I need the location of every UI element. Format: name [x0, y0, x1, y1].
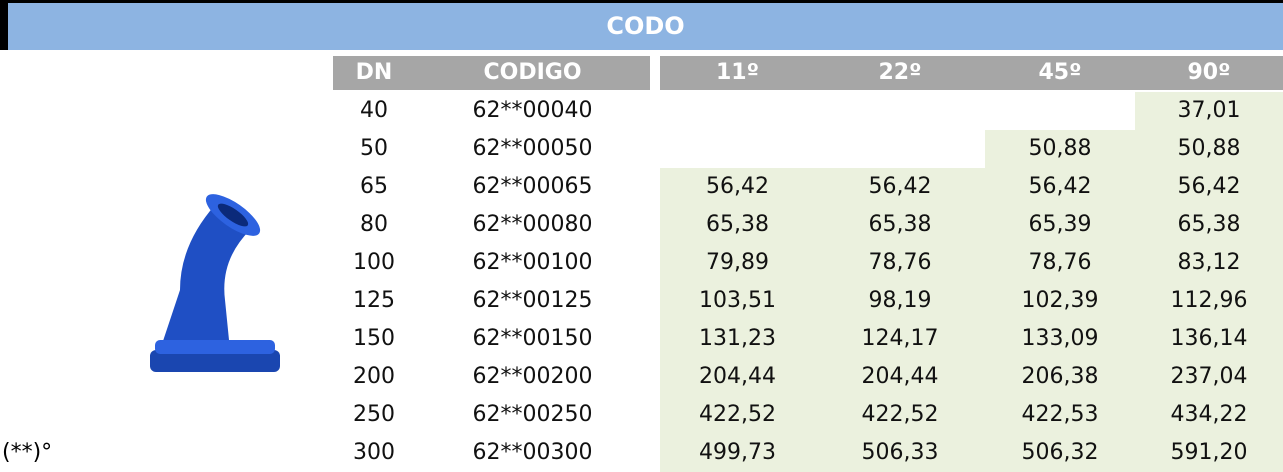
price-cell: 422,52: [660, 396, 815, 434]
column-header: DN: [333, 56, 415, 90]
price-cell: 83,12: [1135, 244, 1283, 282]
price-cell: 65,38: [815, 206, 985, 244]
price-cell: 204,44: [660, 358, 815, 396]
price-cell: 50,88: [985, 130, 1135, 168]
price-cell: 591,20: [1135, 434, 1283, 472]
column-header: 45º: [985, 56, 1135, 90]
price-cell: 50,88: [1135, 130, 1283, 168]
column-header: 22º: [815, 56, 985, 90]
price-cell: 78,76: [815, 244, 985, 282]
price-cell: 499,73: [660, 434, 815, 472]
price-cell: 102,39: [985, 282, 1135, 320]
table-cell: 62**00080: [415, 206, 650, 244]
price-cell: 56,42: [815, 168, 985, 206]
column-header: 90º: [1135, 56, 1283, 90]
price-cell: 56,42: [660, 168, 815, 206]
table-cell: 80: [333, 206, 415, 244]
price-cell: 506,32: [985, 434, 1135, 472]
table-cell: 150: [333, 320, 415, 358]
price-cell: 79,89: [660, 244, 815, 282]
price-cell: 65,38: [660, 206, 815, 244]
table-cell: 62**00040: [415, 92, 650, 130]
table-cell: 40: [333, 92, 415, 130]
price-cell: 422,53: [985, 396, 1135, 434]
price-cell: 112,96: [1135, 282, 1283, 320]
price-cell: 98,19: [815, 282, 985, 320]
price-cell: 434,22: [1135, 396, 1283, 434]
table-cell: 200: [333, 358, 415, 396]
price-cell: 65,39: [985, 206, 1135, 244]
price-cell: 124,17: [815, 320, 985, 358]
table-cell: 65: [333, 168, 415, 206]
price-cell: 206,38: [985, 358, 1135, 396]
elbow-image: [120, 190, 290, 390]
column-header: 11º: [660, 56, 815, 90]
price-cell: 78,76: [985, 244, 1135, 282]
price-cell: 56,42: [985, 168, 1135, 206]
table-cell: 250: [333, 396, 415, 434]
table-cell: 125: [333, 282, 415, 320]
table-cell: 62**00150: [415, 320, 650, 358]
price-cell: 65,38: [1135, 206, 1283, 244]
price-cell: 133,09: [985, 320, 1135, 358]
table-cell: 62**00100: [415, 244, 650, 282]
price-cell: 37,01: [1135, 92, 1283, 130]
price-cell: 204,44: [815, 358, 985, 396]
price-cell: 131,23: [660, 320, 815, 358]
table-cell: 62**00250: [415, 396, 650, 434]
price-cell: 103,51: [660, 282, 815, 320]
table-cell: 100: [333, 244, 415, 282]
table-cell: 62**00065: [415, 168, 650, 206]
table-cell: 62**00050: [415, 130, 650, 168]
table-cell: 62**00200: [415, 358, 650, 396]
price-cell: 56,42: [1135, 168, 1283, 206]
price-cell: 136,14: [1135, 320, 1283, 358]
table-cell: 62**00300: [415, 434, 650, 472]
price-cell: 506,33: [815, 434, 985, 472]
table-cell: 300: [333, 434, 415, 472]
table-cell: 50: [333, 130, 415, 168]
price-cell: 422,52: [815, 396, 985, 434]
page: CODO (**)° (() => { const data = JSON.pa…: [0, 0, 1283, 472]
price-cell: 237,04: [1135, 358, 1283, 396]
footnote: (**)°: [2, 434, 52, 472]
table-title: CODO: [0, 0, 1283, 50]
table-cell: 62**00125: [415, 282, 650, 320]
column-header: CODIGO: [415, 56, 650, 90]
